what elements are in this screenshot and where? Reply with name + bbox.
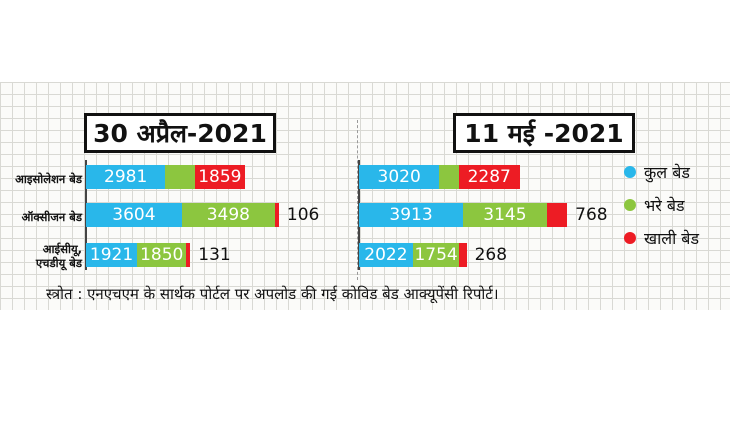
source-note: स्त्रोत : एनएचएम के सार्थक पोर्टल पर अपल… [46, 285, 499, 303]
bar-apr30-icu-empty [186, 243, 191, 267]
value-label-may11-oxygen-total: 3913 [389, 205, 433, 225]
legend-dot-total [624, 166, 636, 178]
legend-dot-filled [624, 199, 636, 211]
bar-may11-oxygen-empty [546, 203, 568, 227]
bar-may11-isolation-filled [439, 165, 459, 189]
bar-apr30-isolation-filled [165, 165, 196, 189]
value-label-may11-icu-empty: 268 [474, 245, 508, 265]
value-label-may11-icu-filled: 1754 [414, 245, 458, 265]
value-label-apr30-oxygen-filled: 3498 [206, 205, 250, 225]
value-label-may11-isolation-empty: 2287 [467, 167, 511, 187]
value-label-may11-oxygen-empty: 768 [575, 205, 608, 225]
legend-label-empty: खाली बेड [644, 229, 700, 248]
bar-may11-oxygen-filled [463, 203, 547, 227]
panel-divider [357, 120, 358, 280]
value-label-apr30-icu-empty: 131 [198, 245, 231, 265]
category-label-oxygen: ऑक्सीजन बेड [21, 210, 82, 224]
bar-may11-isolation-total [359, 165, 440, 189]
value-label-apr30-isolation-total: 2981 [104, 167, 148, 187]
value-label-may11-isolation-total: 3020 [377, 167, 421, 187]
bar-apr30-isolation-total [86, 165, 166, 189]
value-label-apr30-oxygen-total: 3604 [112, 205, 156, 225]
value-label-may11-icu-total: 2022 [364, 245, 408, 265]
value-label-may11-oxygen-filled: 3145 [483, 205, 527, 225]
bar-may11-oxygen-total [359, 203, 464, 227]
category-label-icu-line1: आईसीयू, [42, 242, 82, 256]
value-label-apr30-oxygen-empty: 106 [286, 205, 320, 225]
bar-may11-icu-total [359, 243, 413, 267]
chart-title-may11: 11 मई -2021 [453, 113, 635, 153]
legend-item-filled: भरे बेड [624, 194, 685, 216]
bar-may11-isolation-empty [458, 165, 520, 189]
legend-item-total: कुल बेड [624, 161, 690, 183]
legend-label-filled: भरे बेड [644, 196, 685, 215]
legend-label-total: कुल बेड [644, 163, 690, 182]
value-label-apr30-icu-total: 1921 [89, 245, 134, 265]
bar-apr30-icu-filled [137, 243, 187, 267]
legend-dot-empty [624, 232, 636, 244]
bar-apr30-oxygen-filled [181, 203, 275, 227]
chart-title-apr30: 30 अप्रैल-2021 [84, 113, 276, 153]
value-label-apr30-icu-filled: 1850 [140, 245, 184, 265]
legend-item-empty: खाली बेड [624, 227, 699, 249]
bar-may11-icu-filled [412, 243, 460, 267]
bar-apr30-oxygen-total [86, 203, 182, 227]
category-label-isolation: आइसोलेशन बेड [15, 172, 82, 186]
bar-apr30-isolation-empty [195, 165, 245, 189]
bar-may11-icu-empty [459, 243, 467, 267]
bar-apr30-oxygen-empty [274, 203, 279, 227]
value-label-apr30-isolation-empty: 1859 [198, 167, 242, 187]
bar-apr30-icu-total [86, 243, 138, 267]
category-label-icu-line2: एचडीयू बेड [35, 256, 82, 270]
